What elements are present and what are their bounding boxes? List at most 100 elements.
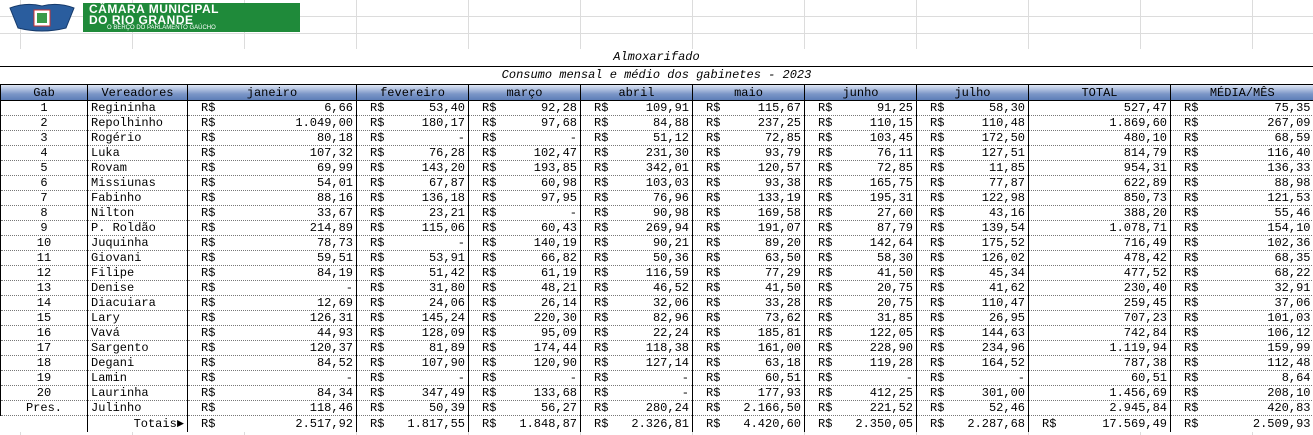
amount: 97,95 [540,191,577,205]
gab-cell: 7 [0,190,88,206]
value-cell: R$ 116,40 [1170,145,1313,161]
currency: R$ [930,131,945,145]
table-row: 18 Degani R$ 84,52 R$ 107,90 R$ 120,90 R$ 127,14 R… [0,355,1313,371]
currency: R$ [818,417,833,431]
value-cell: R$ 37,06 [1170,295,1313,311]
table-row: 1 Regininha R$ 6,66 R$ 53,40 R$ 92,28 R$ 109,91 R$… [0,100,1313,116]
currency: R$ [370,101,385,115]
value-cell: R$ 128,09 [356,325,469,341]
currency: R$ [482,371,497,385]
currency: R$ [930,266,945,280]
currency: R$ [370,221,385,235]
amount: 82,96 [652,311,689,325]
value-cell: R$ 41,50 [804,265,917,281]
amount: 193,85 [533,161,577,175]
amount: 342,01 [645,161,689,175]
name-cell: Julinho [87,400,188,416]
value-cell: R$ 89,20 [692,235,805,251]
value-cell: R$ 80,18 [187,130,357,146]
value-cell: R$ 161,00 [692,340,805,356]
currency: R$ [1184,341,1199,355]
org-name: CÂMARA MUNICIPAL [89,2,219,16]
value-cell: R$ 20,75 [804,280,917,296]
currency: R$ [370,417,385,431]
amount: 742,84 [1123,326,1167,340]
amount: 4.420,60 [743,417,801,431]
value-cell: R$ 165,75 [804,175,917,191]
value-cell: R$ 103,03 [580,175,693,191]
value-cell: R$ 68,35 [1170,250,1313,266]
amount: 169,58 [757,206,801,220]
amount: 50,36 [652,251,689,265]
amount: 78,73 [316,236,353,250]
currency: R$ [1184,266,1199,280]
amount: 91,25 [876,101,913,115]
amount: 231,30 [645,146,689,160]
amount: 32,06 [652,296,689,310]
empty-cell [1,416,88,433]
gab-cell: 1 [0,100,88,116]
value-cell: R$ 102,47 [468,145,581,161]
value-cell: R$ 72,85 [804,160,917,176]
value-cell: R$ 68,22 [1170,265,1313,281]
value-cell: R$ 2.509,93 [1170,415,1313,432]
value-cell: R$ 43,16 [916,205,1029,221]
amount: - [345,371,353,385]
currency: R$ [594,356,609,370]
currency: R$ [1184,386,1199,400]
amount: 88,16 [316,191,353,205]
value-cell: R$ 234,96 [916,340,1029,356]
value-cell: R$ 63,18 [692,355,805,371]
value-cell: R$ 127,14 [580,355,693,371]
value-cell: R$ 69,99 [187,160,357,176]
gab-cell: 15 [0,310,88,326]
value-cell: R$ 164,52 [916,355,1029,371]
value-cell: R$ 11,85 [916,160,1029,176]
currency: R$ [594,221,609,235]
currency: R$ [1184,176,1199,190]
amount: 41,62 [988,281,1025,295]
amount: 118,38 [645,341,689,355]
gab-cell: Pres. [0,400,88,416]
currency: R$ [482,266,497,280]
currency: R$ [930,251,945,265]
value-cell: R$ 143,20 [356,160,469,176]
currency: R$ [201,236,216,250]
value-cell: R$ 46,52 [580,280,693,296]
currency: R$ [370,326,385,340]
amount: 80,18 [316,131,353,145]
value-cell: 1.078,71 [1028,220,1171,236]
currency: R$ [930,191,945,205]
currency: R$ [370,386,385,400]
amount: 2.517,92 [295,417,353,431]
value-cell: R$ 1.817,55 [356,415,469,432]
amount: 122,05 [869,326,913,340]
value-cell: R$ 76,28 [356,145,469,161]
value-cell: R$ 41,50 [692,280,805,296]
gab-cell: 6 [0,175,88,191]
value-cell: R$ 87,79 [804,220,917,236]
value-cell: R$ 139,54 [916,220,1029,236]
currency: R$ [818,266,833,280]
value-cell: R$ 67,87 [356,175,469,191]
value-cell: R$ 92,28 [468,100,581,116]
currency: R$ [594,236,609,250]
amount: 228,90 [869,341,913,355]
value-cell: R$ 221,52 [804,400,917,416]
table-row: 13 Denise R$ - R$ 31,80 R$ 48,21 R$ 46,52 R$ 41,50 R… [0,280,1313,296]
value-cell: R$ 72,85 [692,130,805,146]
table-row: 17 Sargento R$ 120,37 R$ 81,89 R$ 174,44 R$ 118,3… [0,340,1313,356]
column-header: abril [580,85,693,101]
currency: R$ [818,281,833,295]
value-cell: R$ 106,12 [1170,325,1313,341]
amount: 527,47 [1123,101,1167,115]
name-cell: Juquinha [87,235,188,251]
amount: 102,47 [533,146,577,160]
column-header: julho [916,85,1029,101]
value-cell: R$ 44,93 [187,325,357,341]
table-row: 5 Rovam R$ 69,99 R$ 143,20 R$ 193,85 R$ 342,01 R$ 1… [0,160,1313,176]
currency: R$ [930,116,945,130]
value-cell: 60,51 [1028,370,1171,386]
currency: R$ [818,221,833,235]
currency: R$ [706,191,721,205]
